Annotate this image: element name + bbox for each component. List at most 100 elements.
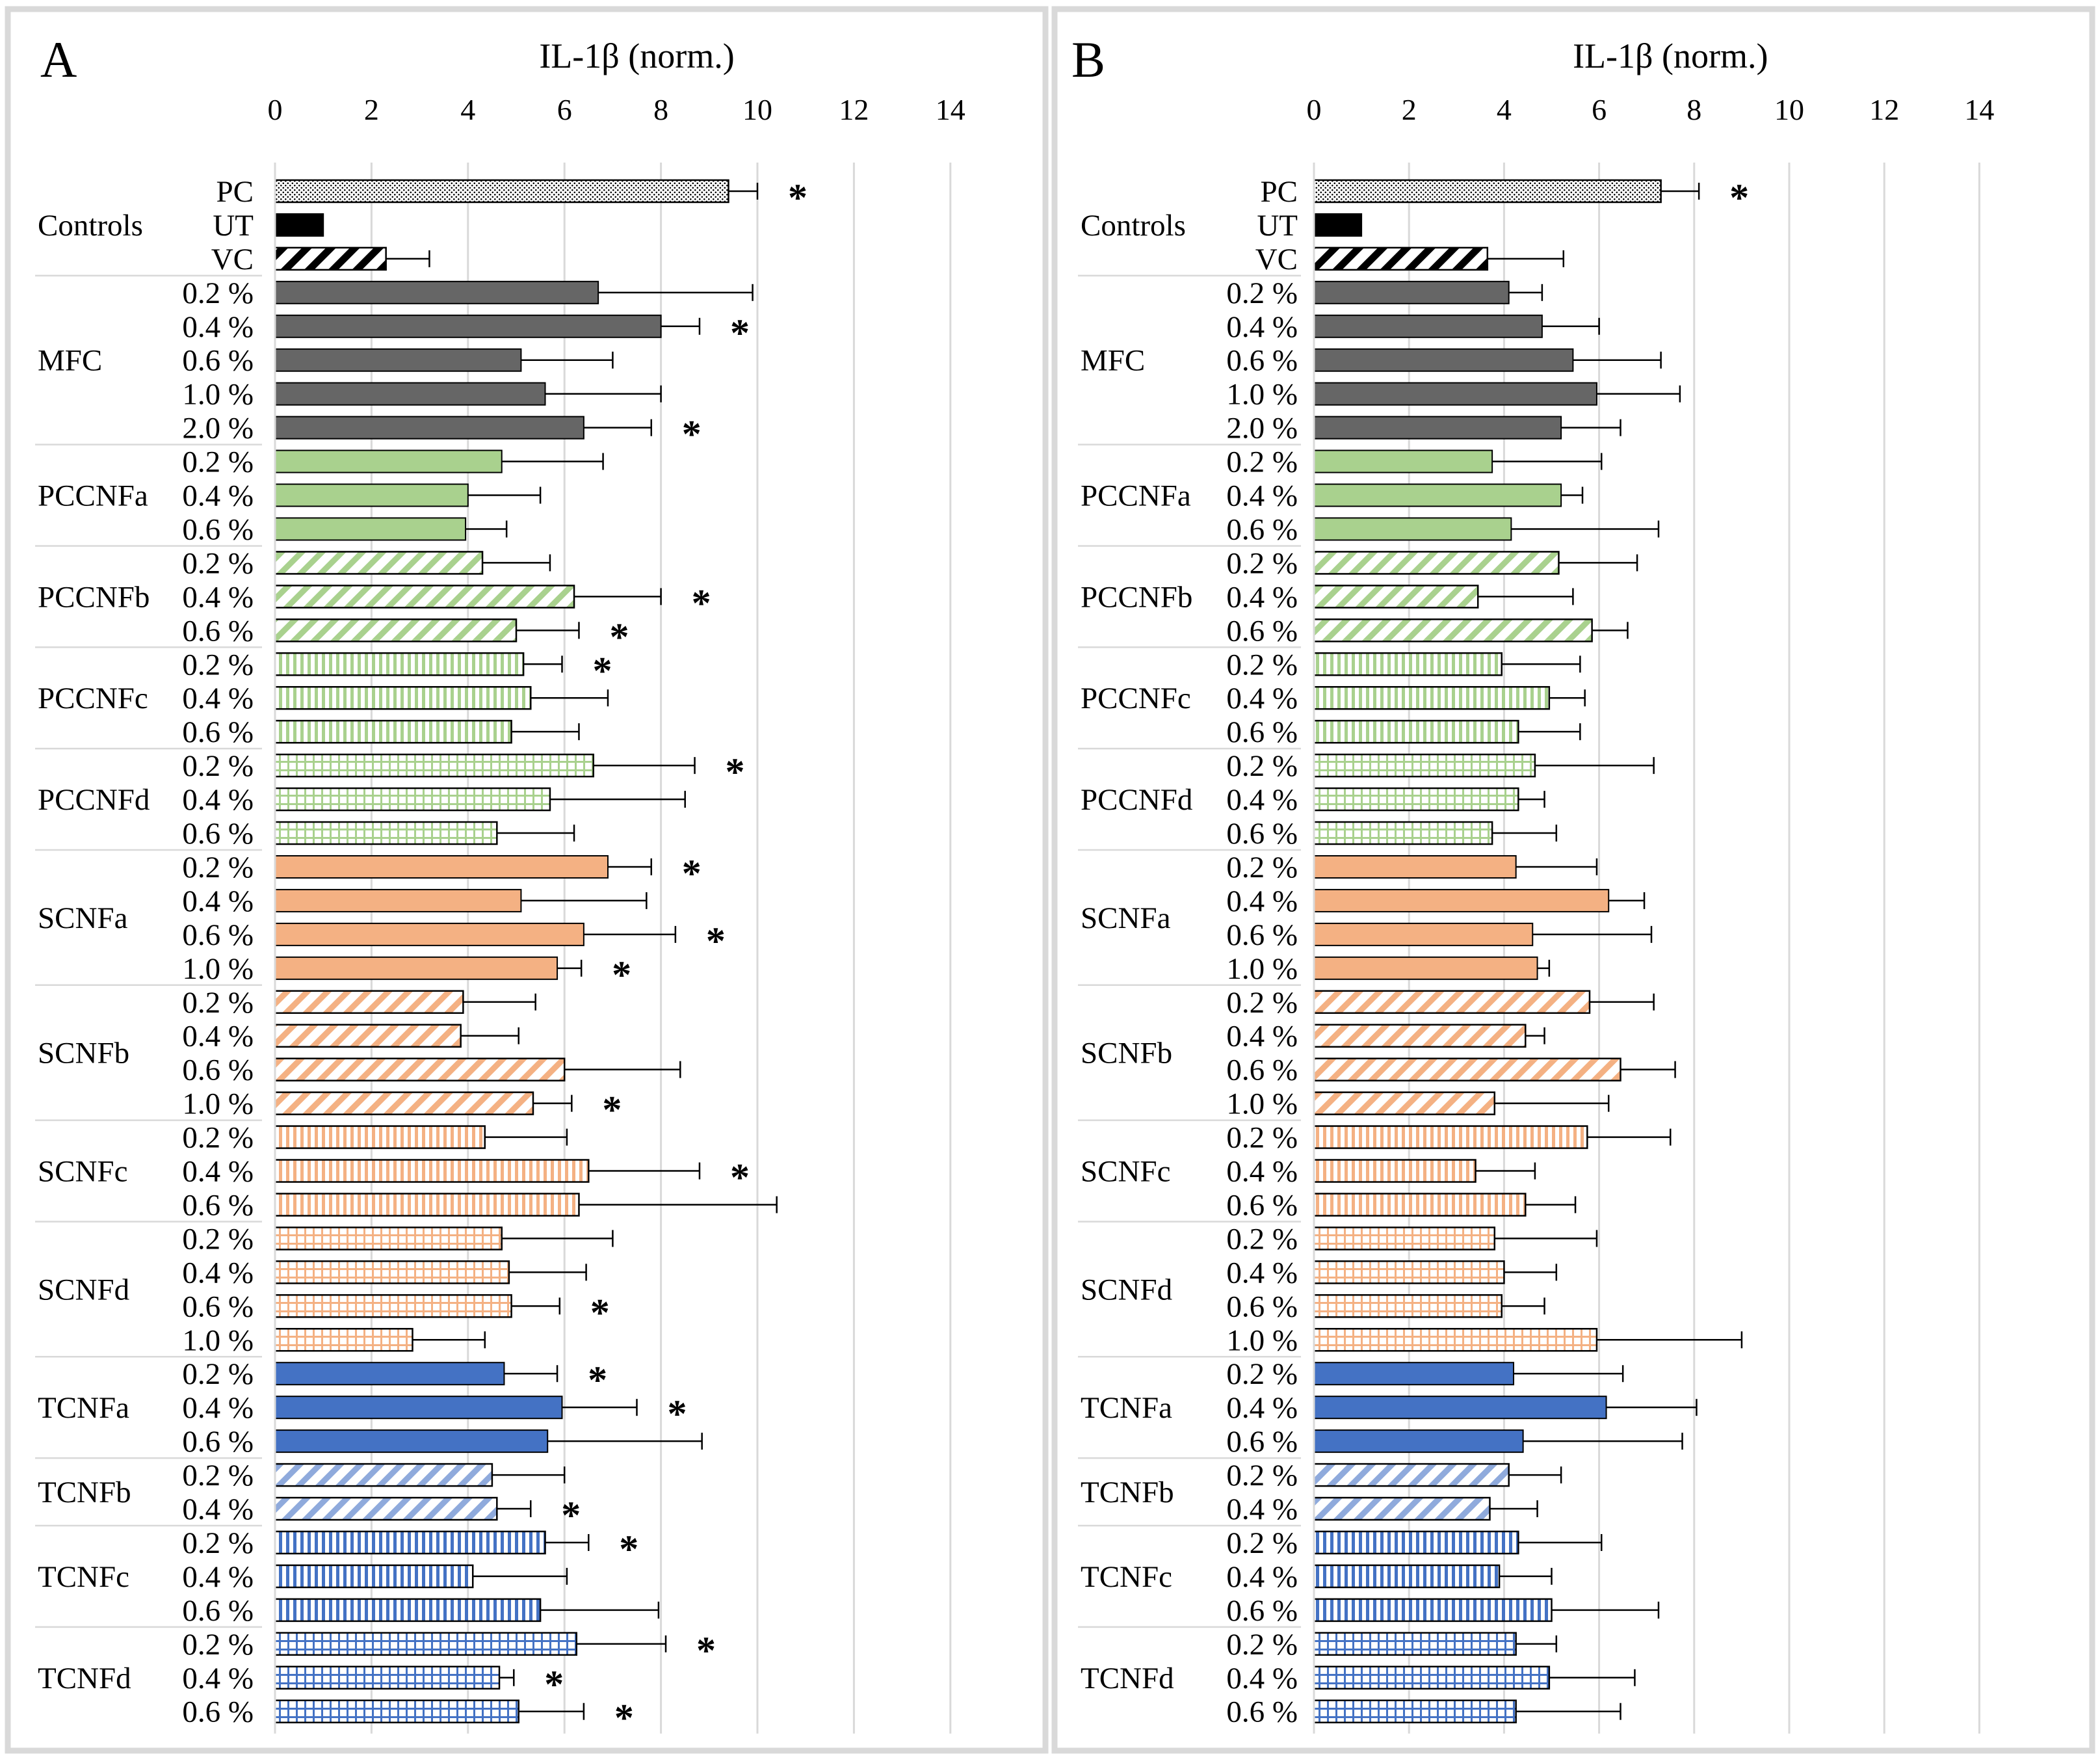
category-label: 0.4 % <box>1226 1155 1298 1189</box>
category-label: 0.2 % <box>1226 546 1298 580</box>
category-label: 0.6 % <box>1226 1695 1298 1729</box>
group-label-mfc: MFC <box>1081 344 1145 378</box>
category-label: 0.2 % <box>1226 445 1298 479</box>
category-label: 0.6 % <box>182 512 254 546</box>
significance-star: * <box>561 1494 581 1537</box>
group-label-pccnfd: PCCNFd <box>1081 783 1192 817</box>
bar-scnfb-0-6 <box>274 1057 566 1081</box>
bar-pccnfa-0-4 <box>1313 483 1562 507</box>
bar-pccnfd-0-2 <box>274 753 594 778</box>
category-label: 0.2 % <box>1226 1526 1298 1560</box>
category-label: 0.4 % <box>1226 783 1298 817</box>
category-label: 0.2 % <box>182 986 254 1020</box>
significance-star: * <box>1729 176 1749 219</box>
bar-tcnfa-0-6 <box>1313 1429 1524 1453</box>
bar-pccnfd-0-6 <box>1313 821 1493 845</box>
bar-pccnfb-0-6 <box>1313 618 1593 643</box>
bar-mfc-1-0 <box>274 382 546 406</box>
significance-star: * <box>614 1697 634 1740</box>
category-label: 0.4 % <box>1226 580 1298 614</box>
bar-tcnfc-0-4 <box>1313 1564 1501 1589</box>
significance-star: * <box>730 312 750 354</box>
bar-scnfb-0-4 <box>1313 1024 1527 1048</box>
category-label: 0.6 % <box>182 918 254 952</box>
bar-mfc-0-2 <box>274 280 599 304</box>
x-tick-label: 12 <box>1869 93 1899 126</box>
bar-pccnfc-0-2 <box>1313 652 1503 676</box>
category-label: 0.6 % <box>182 715 254 749</box>
category-label: 0.2 % <box>1226 648 1298 682</box>
x-tick-label: 6 <box>557 93 572 126</box>
significance-star: * <box>726 750 745 793</box>
bar-tcnfd-0-4 <box>274 1665 501 1690</box>
bar-tcnfa-0-4 <box>274 1396 563 1420</box>
category-label: 0.2 % <box>1226 851 1298 884</box>
bar-scnfc-0-6 <box>274 1193 580 1217</box>
category-label: 0.6 % <box>1226 1425 1298 1459</box>
bar-pccnfc-0-2 <box>274 652 525 676</box>
category-label: 0.6 % <box>182 1425 254 1459</box>
category-label: 0.2 % <box>182 851 254 884</box>
x-tick-label: 2 <box>1402 93 1417 126</box>
bar-mfc-2-0 <box>1313 416 1562 440</box>
bar-controls-vc <box>1313 246 1489 271</box>
category-label: 0.4 % <box>1226 1391 1298 1425</box>
bar-scnfd-0-6 <box>1313 1294 1503 1318</box>
bar-pccnfd-0-2 <box>1313 753 1536 778</box>
bar-scnfd-1-0 <box>1313 1328 1598 1352</box>
bar-controls-vc <box>274 246 387 271</box>
category-label: 1.0 % <box>182 378 254 412</box>
bar-tcnfc-0-2 <box>274 1530 546 1555</box>
bar-scnfd-0-4 <box>274 1260 510 1284</box>
panel-letter: B <box>1071 31 1105 88</box>
group-label-controls: Controls <box>38 209 143 243</box>
category-label: 0.4 % <box>1226 1560 1298 1594</box>
bar-mfc-2-0 <box>274 416 584 440</box>
bar-tcnfb-0-2 <box>1313 1463 1510 1487</box>
bar-scnfb-0-2 <box>1313 990 1591 1014</box>
x-tick-label: 8 <box>1687 93 1701 126</box>
significance-star: * <box>668 1392 687 1435</box>
category-label: 0.4 % <box>182 1256 254 1290</box>
bar-pccnfa-0-2 <box>274 449 503 473</box>
bar-tcnfd-0-4 <box>1313 1665 1551 1690</box>
category-label: 1.0 % <box>182 952 254 986</box>
group-label-pccnfb: PCCNFb <box>1081 580 1192 614</box>
bar-controls-ut <box>1313 213 1363 237</box>
category-label: 0.4 % <box>1226 1020 1298 1054</box>
category-label: 0.6 % <box>1226 344 1298 378</box>
bar-pccnfa-0-6 <box>274 517 467 541</box>
significance-star: * <box>619 1528 638 1571</box>
category-label: 0.4 % <box>182 884 254 918</box>
bar-tcnfa-0-2 <box>274 1362 505 1386</box>
bar-scnfa-0-6 <box>274 922 584 946</box>
category-label: 0.2 % <box>1226 749 1298 783</box>
category-label: 0.6 % <box>1226 1290 1298 1323</box>
bar-scnfd-1-0 <box>274 1328 413 1352</box>
bar-pccnfc-0-4 <box>1313 685 1551 710</box>
bar-scnfc-0-2 <box>1313 1125 1588 1149</box>
category-label: 1.0 % <box>1226 378 1298 412</box>
category-label: 0.6 % <box>182 1695 254 1729</box>
bar-pccnfb-0-6 <box>274 618 518 643</box>
category-label: 0.2 % <box>1226 1357 1298 1391</box>
category-label: 0.6 % <box>182 1188 254 1222</box>
panel-letter: A <box>40 31 77 88</box>
bar-tcnfd-0-2 <box>1313 1632 1517 1656</box>
x-tick-label: 8 <box>653 93 668 126</box>
group-label-tcnfb: TCNFb <box>1081 1476 1174 1509</box>
bar-pccnfc-0-4 <box>274 685 532 710</box>
bar-mfc-0-4 <box>274 314 662 338</box>
bar-scnfd-0-6 <box>274 1294 512 1318</box>
group-label-pccnfd: PCCNFd <box>38 783 150 817</box>
category-label: 0.2 % <box>182 1121 254 1155</box>
bar-tcnfb-0-4 <box>274 1496 498 1521</box>
bar-scnfc-0-6 <box>1313 1193 1527 1217</box>
bar-tcnfc-0-4 <box>274 1564 474 1589</box>
panel-a-frame <box>5 6 1049 1754</box>
bar-mfc-1-0 <box>1313 382 1597 406</box>
x-tick-label: 10 <box>1774 93 1804 126</box>
bar-tcnfb-0-2 <box>274 1463 493 1487</box>
x-tick-label: 2 <box>364 93 379 126</box>
